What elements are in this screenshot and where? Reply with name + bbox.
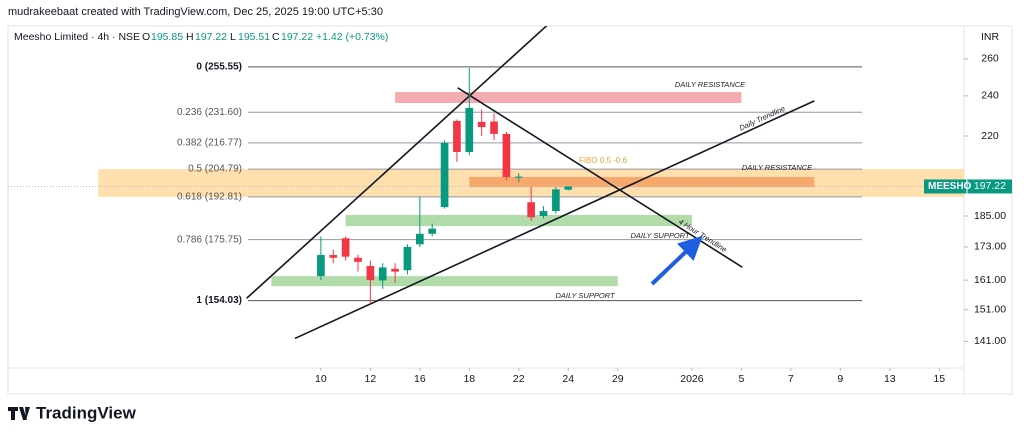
x-tick-label: 10 [315, 373, 327, 385]
trendline-label: Daily Trendline [738, 104, 787, 133]
candle-body [391, 268, 399, 272]
zone-label: DAILY SUPPORT [555, 291, 615, 300]
zone-label: DAILY SUPPORT [630, 231, 690, 240]
candle-body [317, 255, 325, 277]
trendline [246, 26, 548, 299]
x-tick-label: 16 [414, 373, 426, 385]
candle-body [453, 120, 461, 153]
currency: INR [981, 31, 1000, 43]
fib-label: 0 (255.55) [196, 61, 242, 72]
x-tick-label: 22 [513, 373, 525, 385]
price-tag-box [924, 179, 1012, 194]
y-tick-label: 185.00 [974, 210, 1006, 222]
x-tick-label: 7 [788, 373, 794, 385]
x-tick-label: 24 [562, 373, 574, 385]
zone-label: DAILY RESISTANCE [675, 80, 746, 89]
change: +1.42 (+0.73%) [316, 31, 388, 43]
y-tick-label: 151.00 [974, 304, 1006, 316]
candle-body [416, 233, 424, 245]
y-tick-label: 161.00 [974, 274, 1006, 286]
x-tick-label: 13 [884, 373, 896, 385]
zone [271, 276, 618, 287]
c-label: C [272, 31, 280, 43]
fib-label: 0.5 (204.79) [188, 164, 242, 175]
candle-body [378, 267, 387, 281]
candle-body [477, 121, 486, 128]
x-tick-label: 18 [463, 373, 475, 385]
y-tick-label: 173.00 [974, 241, 1006, 253]
candle-body [341, 238, 350, 257]
legend: Meesho Limited · 4h · NSE O 195.85 H 197… [14, 31, 388, 43]
open-value: 195.85 [151, 31, 183, 43]
candle-body [329, 255, 338, 258]
x-tick-label: 2026 [680, 373, 704, 385]
logo-icon [8, 407, 30, 420]
y-tick-label: 141.00 [974, 335, 1006, 347]
x-tick-label: 29 [612, 373, 624, 385]
fib-label: 0.786 (175.75) [177, 234, 242, 245]
candle-body [403, 246, 412, 271]
candle-body [514, 176, 523, 178]
close-value: 197.22 [281, 31, 313, 43]
high-value: 197.22 [195, 31, 227, 43]
o-label: O [142, 31, 150, 43]
fib-label: 1 (154.03) [196, 295, 242, 306]
x-tick-label: 9 [837, 373, 843, 385]
candle-body [428, 228, 437, 234]
y-tick-label: 220 [981, 130, 999, 142]
x-tick-label: 5 [738, 373, 744, 385]
x-tick-label: 12 [365, 373, 377, 385]
candle-body [502, 133, 511, 178]
fib-label: 0.618 (192.81) [177, 192, 242, 203]
candle-body [465, 107, 474, 153]
zone [395, 91, 742, 103]
candle-body [490, 121, 498, 134]
zone [469, 177, 815, 188]
candle-body [564, 186, 573, 190]
candle-body [527, 202, 535, 218]
candle-body [552, 189, 560, 212]
price-tag-ticker: MEESHO [928, 181, 972, 192]
symbol: Meesho Limited · 4h · NSE [14, 31, 140, 43]
plot [8, 26, 964, 340]
zone-label: DAILY RESISTANCE [742, 163, 813, 172]
h-label: H [186, 31, 194, 43]
price-tag-value: 197.22 [974, 180, 1006, 192]
x-tick-label: 15 [933, 373, 945, 385]
candle-body [354, 257, 362, 262]
fib-label: 0.236 (231.60) [177, 107, 242, 118]
y-tick-label: 240 [981, 90, 999, 102]
zone-label: FIBO 0.5 -0.6 [579, 156, 628, 165]
candle-body [366, 266, 375, 281]
arrow [650, 235, 703, 286]
frame [7, 25, 1013, 395]
credit: mudrakeebaat created with TradingView.co… [8, 6, 383, 18]
low-value: 195.51 [238, 31, 270, 43]
zone [345, 214, 692, 227]
logo-text: TradingView [36, 403, 137, 422]
y-tick-label: 260 [981, 53, 999, 65]
candle-body [440, 142, 449, 208]
fib-label: 0.382 (216.77) [177, 137, 242, 148]
trendline [294, 100, 815, 340]
l-label: L [230, 31, 236, 43]
candle-body [539, 211, 548, 216]
logo: TradingView [8, 403, 137, 422]
